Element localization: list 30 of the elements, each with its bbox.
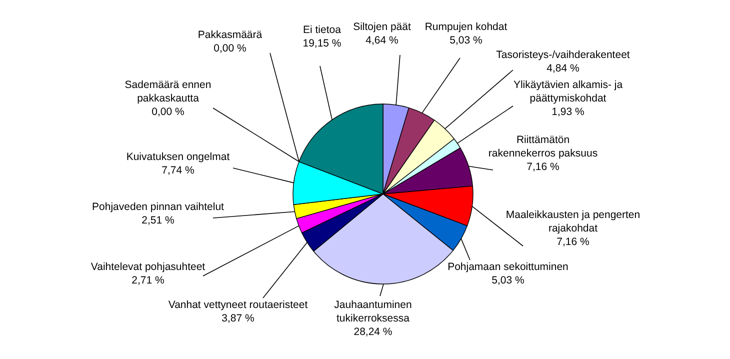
slice-label: Pohjamaan sekoittuminen [448, 261, 569, 273]
slice-label: Vanhat vettyneet routaeristeet [168, 299, 308, 311]
slice-label: Ylikäytävien alkamis- ja päättymiskohdat [513, 79, 623, 104]
category-label: Pakkasmäärä [198, 29, 262, 41]
slice-label: Siltojen päät [353, 21, 411, 33]
slice-label: Vaihtelevat pohjasuhteet [90, 261, 206, 273]
data-label: 28,24 % [354, 326, 392, 338]
slice-label: Jauhaantuminen tukikerroksessa [334, 299, 412, 324]
slice-label: Ei tietoa [303, 24, 342, 36]
data-label: 2,71 % [132, 274, 164, 286]
text: 0,00 % [214, 42, 246, 54]
data-label: 5,03 % [492, 274, 524, 286]
text: 0,00 % [152, 106, 184, 118]
slice-label: Kuivatuksen ongelmat [126, 151, 230, 163]
data-label: 4,84 % [546, 62, 580, 74]
slice-label: Maaleikkausten ja pengerten rajakohdat [506, 209, 640, 234]
slice-label: Riittämätön rakennekerros paksuus [488, 134, 598, 160]
category-label: Sademäärä ennen pakkaskautta [124, 79, 212, 104]
data-label: 1,93 % [552, 106, 584, 118]
slice-label: Rumpujen kohdat [424, 21, 508, 33]
slice-label: Pohjaveden pinnan vaihtelut [92, 201, 224, 213]
data-label: 7,16 % [556, 236, 590, 248]
data-label: 4,64 % [366, 34, 398, 46]
data-label: 3,87 % [222, 312, 254, 324]
data-label: 19,15 % [302, 38, 342, 50]
data-label: 2,51 % [142, 214, 174, 226]
data-label: 7,74 % [162, 164, 194, 176]
slice-label: Tasoristeys-/vaihderakenteet [496, 49, 630, 61]
data-label: 5,03 % [450, 34, 482, 46]
data-label: 7,16 % [526, 161, 560, 173]
